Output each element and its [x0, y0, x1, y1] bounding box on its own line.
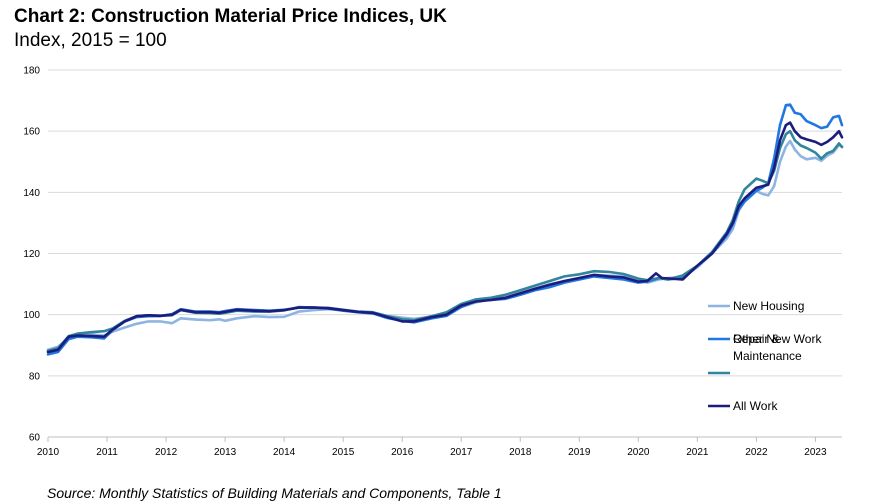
x-tick-label: 2015 [332, 447, 355, 458]
chart-title: Chart 2: Construction Material Price Ind… [14, 6, 447, 27]
y-tick-label: 100 [23, 310, 40, 321]
y-tick-label: 80 [29, 371, 41, 382]
x-tick-label: 2022 [745, 447, 768, 458]
x-tick-label: 2019 [568, 447, 591, 458]
legend-label: New Housing [733, 299, 804, 313]
y-tick-label: 180 [23, 66, 40, 77]
chart-source: Source: Monthly Statistics of Building M… [47, 485, 502, 501]
x-tick-label: 2018 [509, 447, 532, 458]
x-tick-label: 2010 [37, 447, 60, 458]
x-tick-label: 2011 [96, 447, 118, 458]
x-tick-label: 2016 [391, 447, 414, 458]
x-tick-label: 2017 [450, 447, 473, 458]
series-line-0 [46, 139, 844, 352]
x-tick-label: 2012 [155, 447, 178, 458]
x-tick-label: 2013 [214, 447, 237, 458]
y-tick-label: 140 [23, 188, 40, 199]
legend-label: Other New Work [733, 332, 822, 346]
legend-label: Repair & Maintenance [733, 332, 802, 363]
series-layer [46, 103, 844, 356]
y-tick-label: 160 [23, 127, 40, 138]
axis-layer: 60 80 100 120 140 160 180 2010 2011 2012 2013 2014 2… [23, 66, 842, 458]
legend-label: All Work [733, 399, 778, 413]
y-tick-label: 120 [23, 249, 40, 260]
x-tick-label: 2023 [804, 447, 827, 458]
x-tick-label: 2014 [273, 447, 296, 458]
y-tick-label: 60 [29, 433, 41, 444]
series-line-1 [46, 103, 844, 356]
x-tick-label: 2021 [686, 447, 709, 458]
chart-subtitle: Index, 2015 = 100 [14, 30, 167, 51]
grid-layer [48, 69, 842, 438]
x-tick-label: 2020 [627, 447, 650, 458]
series-line-3 [46, 121, 844, 354]
line-chart: 60 80 100 120 140 160 180 2010 2011 2012 2013 2014 2… [23, 66, 844, 458]
